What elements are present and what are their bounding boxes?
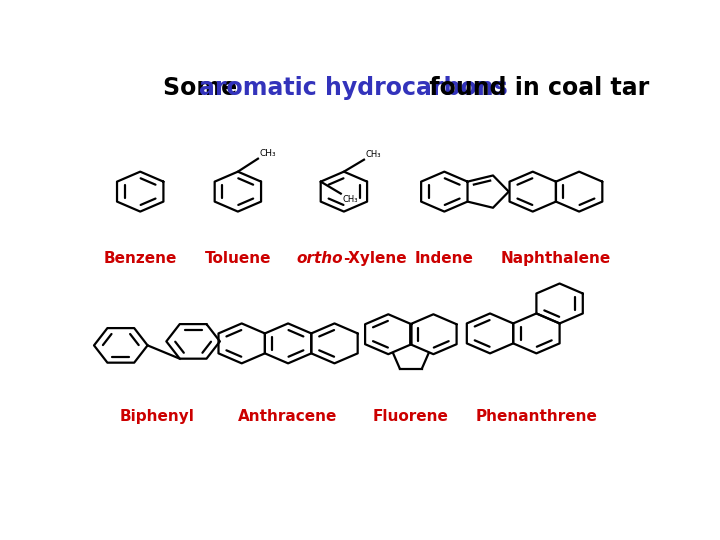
Text: Benzene: Benzene (104, 251, 177, 266)
Text: found in coal tar: found in coal tar (421, 76, 649, 100)
Text: CH₃: CH₃ (365, 150, 381, 159)
Text: Biphenyl: Biphenyl (120, 409, 194, 424)
Text: aromatic hydrocarbons: aromatic hydrocarbons (199, 76, 508, 100)
Text: Naphthalene: Naphthalene (501, 251, 611, 266)
Text: Some: Some (163, 76, 245, 100)
Text: Indene: Indene (415, 251, 474, 266)
Text: Fluorene: Fluorene (373, 409, 449, 424)
Text: CH₃: CH₃ (259, 148, 276, 158)
Text: Phenanthrene: Phenanthrene (475, 409, 598, 424)
Text: -Xylene: -Xylene (343, 251, 407, 266)
Text: ortho: ortho (297, 251, 343, 266)
Text: CH₃: CH₃ (342, 194, 358, 204)
Text: Toluene: Toluene (204, 251, 271, 266)
Text: Anthracene: Anthracene (238, 409, 338, 424)
